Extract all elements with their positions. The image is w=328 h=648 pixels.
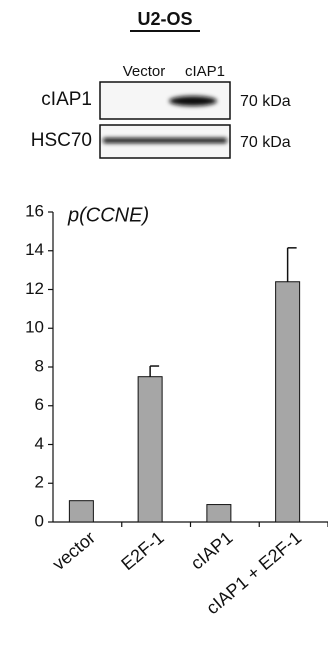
y-tick-label: 8: [35, 356, 44, 375]
y-tick-label: 0: [35, 511, 44, 530]
x-tick-label: vector: [49, 527, 99, 574]
y-tick-label: 12: [25, 279, 44, 298]
blot-size: 70 kDa: [240, 93, 291, 110]
x-tick-label: cIAP1: [187, 527, 237, 573]
error-bar: [150, 366, 159, 377]
bar: [138, 377, 162, 522]
chart-annotation: p(CCNE): [67, 204, 149, 226]
blot-row-label: cIAP1: [41, 89, 92, 110]
error-bar: [288, 248, 297, 282]
y-tick-label: 14: [25, 240, 44, 259]
blot-size: 70 kDa: [240, 134, 291, 151]
blot-row-label: HSC70: [31, 130, 92, 151]
figure: U2-OS Vector cIAP1 cIAP1 HSC70 70 kDa 70…: [0, 0, 328, 648]
bar: [69, 501, 93, 522]
bar: [207, 505, 231, 522]
panel-title: U2-OS: [137, 9, 192, 29]
blot-band: [103, 138, 227, 143]
y-tick-label: 6: [35, 395, 44, 414]
y-tick-label: 2: [35, 473, 44, 492]
lane-label: Vector: [123, 63, 166, 80]
lane-label: cIAP1: [185, 63, 225, 80]
y-tick-label: 10: [25, 318, 44, 337]
bar: [276, 282, 300, 522]
x-tick-label: E2F-1: [117, 527, 167, 574]
blot-band: [169, 96, 217, 106]
y-tick-label: 4: [35, 434, 44, 453]
y-tick-label: 16: [25, 201, 44, 220]
